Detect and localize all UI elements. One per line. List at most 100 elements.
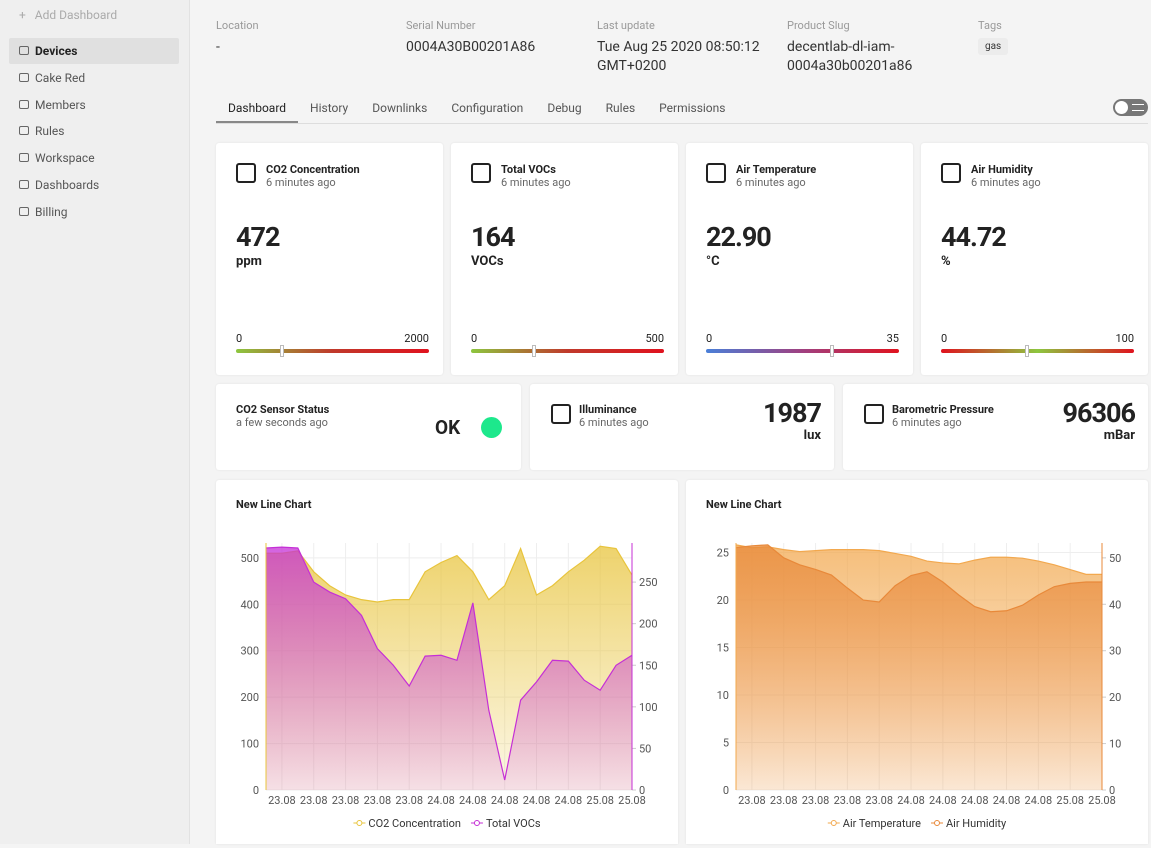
info-value: decentlab-dl-iam-0004a30b00201a86 xyxy=(787,39,913,74)
info-value: 0004A30B00201A86 xyxy=(406,39,536,55)
x-tick-label: 23.08 xyxy=(364,794,392,807)
sidebar: + Add Dashboard Devices Cake Red Members Ru… xyxy=(0,0,190,844)
x-tick-label: 23.08 xyxy=(332,794,360,807)
gauge-bar xyxy=(706,345,899,357)
widget-unit: VOCs xyxy=(471,254,504,269)
tab[interactable]: Permissions xyxy=(659,101,726,115)
gauge-max: 500 xyxy=(645,332,664,345)
x-tick-label: 24.08 xyxy=(427,794,455,807)
chart: New Line Chart 0 5 10 15 20 25 0 10 20 30 40 50 23.08… xyxy=(706,498,1121,830)
y2-tick-label: 50 xyxy=(1109,552,1121,565)
gauge-min: 0 xyxy=(941,332,948,345)
tab[interactable]: History xyxy=(310,101,349,115)
x-tick-label: 25.08 xyxy=(1088,794,1116,807)
widget-value: 1987 xyxy=(763,397,822,429)
status-card: CO2 Sensor Status a few seconds ago OK xyxy=(216,384,521,470)
gauge-min: 0 xyxy=(471,332,478,345)
gauge-bar xyxy=(471,345,664,357)
widget-unit: lux xyxy=(803,428,821,443)
area xyxy=(736,544,1102,790)
add-dashboard[interactable]: + Add Dashboard xyxy=(19,8,118,22)
y-tick-label: 0 xyxy=(253,784,259,797)
x-tick-label: 23.08 xyxy=(770,794,798,807)
widget-time: a few seconds ago xyxy=(236,416,328,429)
x-tick-label: 24.08 xyxy=(929,794,957,807)
nav-label: Devices xyxy=(35,44,78,58)
info-field: Location - xyxy=(216,19,381,57)
nav-icon xyxy=(19,180,29,189)
stat-card: Barometric Pressure 6 minutes ago 96306 mBa… xyxy=(843,384,1148,470)
legend-item[interactable]: CO2 Concentration xyxy=(353,817,461,830)
gauge-card: Total VOCs 6 minutes ago 164 VOCs 0 500 xyxy=(451,143,678,375)
x-tick-label: 24.08 xyxy=(523,794,551,807)
legend-label: Total VOCs xyxy=(486,817,541,830)
status-dot xyxy=(481,417,502,438)
nav-item[interactable]: Billing xyxy=(9,199,179,225)
widget-unit: mBar xyxy=(1103,428,1135,443)
info-field: Tags gas xyxy=(978,19,1143,55)
x-tick-label: 24.08 xyxy=(491,794,519,807)
chart-title: New Line Chart xyxy=(706,498,782,511)
nav-item[interactable]: Devices xyxy=(9,38,179,64)
nav-item[interactable]: Cake Red xyxy=(9,65,179,91)
widget-title: CO2 Sensor Status a few seconds ago xyxy=(236,403,330,429)
gauge-max: 2000 xyxy=(404,332,429,345)
gauge-min: 0 xyxy=(236,332,243,345)
info-label: Last update xyxy=(597,19,655,32)
legend-marker xyxy=(934,820,940,826)
gauge-max: 100 xyxy=(1115,332,1134,345)
info-label: Product Slug xyxy=(787,19,850,32)
nav-item[interactable]: Workspace xyxy=(9,145,179,171)
gauge-marker xyxy=(830,345,835,357)
info-label: Serial Number xyxy=(406,19,476,32)
nav-item[interactable]: Rules xyxy=(9,118,179,144)
nav-label: Billing xyxy=(35,204,68,219)
info-label: Location xyxy=(216,19,259,32)
tab[interactable]: Dashboard xyxy=(216,98,299,123)
nav-label: Rules xyxy=(35,124,65,139)
y2-tick-label: 250 xyxy=(639,576,658,589)
area xyxy=(266,547,632,790)
legend-item[interactable]: Total VOCs xyxy=(470,817,541,830)
legend-label: Air Humidity xyxy=(946,817,1007,830)
y-tick-label: 20 xyxy=(717,594,729,607)
nav-label: Cake Red xyxy=(35,70,86,85)
nav-item[interactable]: Dashboards xyxy=(9,172,179,198)
legend-marker xyxy=(473,820,480,826)
y-tick-label: 300 xyxy=(240,645,259,658)
tab[interactable]: Debug xyxy=(547,101,582,115)
widget-unit: °C xyxy=(706,254,720,269)
info-field: Last update Tue Aug 25 2020 08:50:12 GMT+… xyxy=(597,19,762,76)
widget-time: 6 minutes ago xyxy=(971,176,1041,189)
x-tick-label: 23.08 xyxy=(268,794,296,807)
gauge-card: Air Humidity 6 minutes ago 44.72% 0 100 xyxy=(921,143,1148,375)
tab[interactable]: Downlinks xyxy=(372,101,428,115)
widget-icon xyxy=(941,163,961,183)
tabs: Dashboard History Downlinks Configuration De… xyxy=(216,98,1148,124)
nav-item[interactable]: Members xyxy=(9,92,179,118)
legend-marker xyxy=(356,820,363,826)
gauge-bar xyxy=(941,345,1134,357)
nav-label: Dashboards xyxy=(35,178,100,192)
x-tick-label: 25.08 xyxy=(618,794,646,807)
x-tick-label: 23.08 xyxy=(865,794,893,807)
y-tick-label: 500 xyxy=(240,552,259,565)
legend-item[interactable]: Air Temperature xyxy=(827,817,921,830)
gauge-marker xyxy=(279,345,284,357)
info-label: Tags xyxy=(978,19,1002,32)
y-tick-label: 0 xyxy=(723,784,729,797)
toggle[interactable] xyxy=(1113,99,1148,116)
nav-icon xyxy=(19,46,29,55)
nav-icon xyxy=(19,206,29,216)
tab[interactable]: Rules xyxy=(605,101,636,115)
widget-title: Illuminance 6 minutes ago xyxy=(579,403,649,429)
legend-item[interactable]: Air Humidity xyxy=(931,817,1007,830)
y2-tick-label: 30 xyxy=(1109,645,1121,658)
widget-time: 6 minutes ago xyxy=(736,176,806,189)
line xyxy=(266,545,633,603)
tab[interactable]: Configuration xyxy=(451,101,524,115)
legend-label: CO2 Concentration xyxy=(368,817,461,830)
status-value: OK xyxy=(435,416,461,439)
widget-title: Air Temperature 6 minutes ago xyxy=(736,163,817,189)
